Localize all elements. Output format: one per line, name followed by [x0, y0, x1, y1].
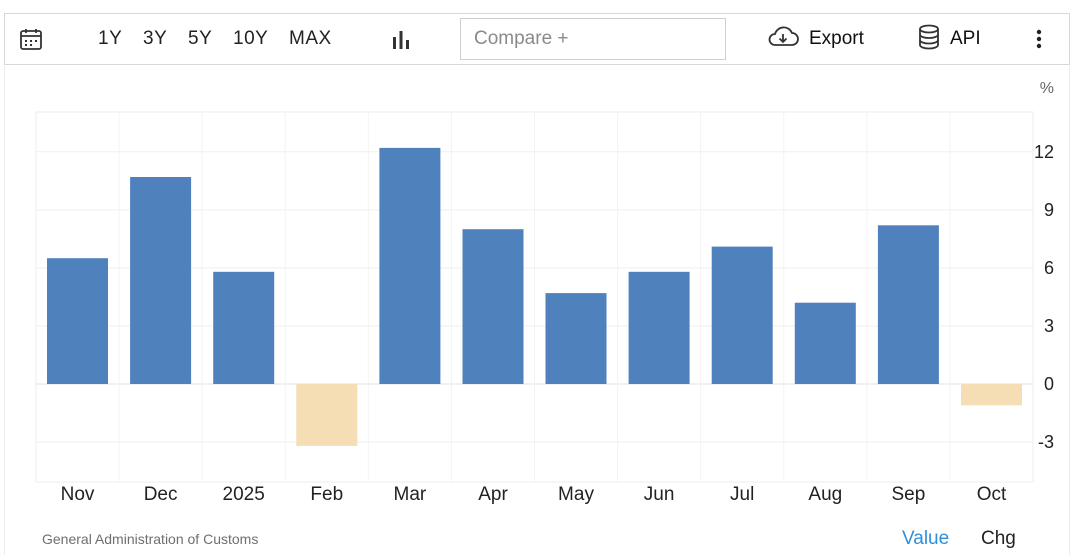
bar-jun[interactable] — [628, 271, 690, 384]
range-max-button[interactable]: MAX — [289, 28, 332, 49]
x-tick-label: Apr — [478, 484, 508, 505]
export-button[interactable]: Export — [767, 14, 864, 64]
x-tick-label: 2025 — [223, 484, 265, 505]
chart-toolbar: 1Y 3Y 5Y 10Y MAX Compare + Export — [4, 13, 1070, 65]
x-tick-label: Mar — [394, 484, 427, 505]
y-unit-label: % — [1040, 80, 1054, 97]
x-tick-label: Aug — [808, 484, 842, 505]
range-1y-button[interactable]: 1Y — [98, 28, 123, 49]
bar-may[interactable] — [545, 293, 607, 384]
chart-area: Nov Dec 2025 Feb Mar Apr May Jun Jul Aug Sep Oct -3… — [4, 66, 1070, 555]
y-tick-label: 0 — [1044, 374, 1054, 394]
bar-chart: Nov Dec 2025 Feb Mar Apr May Jun Jul Aug Sep Oct -3… — [35, 80, 1054, 505]
x-tick-label: May — [558, 484, 594, 505]
bar-feb[interactable] — [296, 384, 358, 446]
bar-oct[interactable] — [961, 384, 1022, 406]
x-tick-label: Jul — [730, 484, 754, 505]
export-label: Export — [809, 28, 864, 49]
range-5y-button[interactable]: 5Y — [188, 28, 213, 49]
tab-chg[interactable]: Chg — [981, 528, 1016, 549]
x-tick-label: Feb — [310, 484, 343, 505]
bar-apr[interactable] — [462, 229, 524, 384]
api-label: API — [950, 28, 981, 49]
database-icon — [918, 24, 940, 55]
y-tick-label: 6 — [1044, 258, 1054, 278]
x-tick-label: Dec — [144, 484, 178, 505]
bar-2025[interactable] — [213, 271, 275, 384]
tab-value[interactable]: Value — [902, 528, 950, 549]
x-tick-label: Jun — [644, 484, 675, 505]
bar-aug[interactable] — [794, 302, 856, 384]
y-tick-label: 9 — [1044, 200, 1054, 220]
range-3y-button[interactable]: 3Y — [143, 28, 168, 49]
x-tick-label: Oct — [977, 484, 1007, 505]
bar-dec[interactable] — [130, 177, 192, 384]
range-10y-button[interactable]: 10Y — [233, 28, 269, 49]
api-button[interactable]: API — [918, 14, 981, 64]
x-tick-label: Sep — [891, 484, 925, 505]
x-tick-label: Nov — [61, 484, 95, 505]
bar-jul[interactable] — [711, 246, 773, 384]
bar-sep[interactable] — [877, 225, 939, 384]
bar-chart-icon[interactable] — [390, 14, 412, 64]
bar-nov[interactable] — [47, 258, 108, 384]
vertical-dots-icon[interactable] — [1035, 14, 1043, 64]
compare-input[interactable]: Compare + — [460, 18, 726, 60]
cloud-download-icon — [767, 26, 799, 53]
source-text: General Administration of Customs — [42, 531, 259, 547]
calendar-icon[interactable] — [19, 14, 43, 64]
bar-mar[interactable] — [379, 147, 441, 384]
y-tick-label: -3 — [1038, 432, 1054, 452]
y-tick-label: 3 — [1044, 316, 1054, 336]
y-tick-label: 12 — [1034, 142, 1054, 162]
